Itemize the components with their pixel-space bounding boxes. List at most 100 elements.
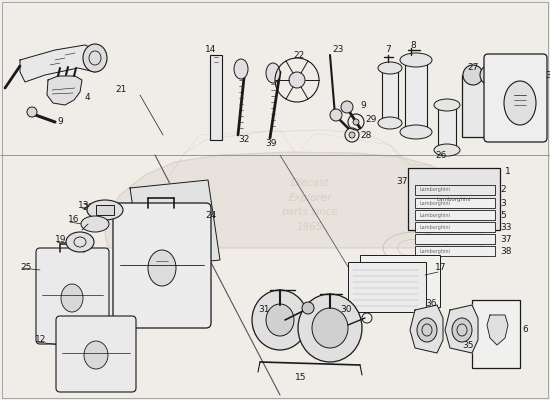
Text: 13: 13: [78, 200, 90, 210]
Text: 1: 1: [505, 168, 511, 176]
Ellipse shape: [234, 59, 248, 79]
Text: 21: 21: [115, 86, 126, 94]
Bar: [210, 55, 222, 140]
Text: Lamborghini: Lamborghini: [437, 196, 471, 202]
Ellipse shape: [266, 63, 280, 83]
Bar: [405, 60, 427, 132]
Bar: [415, 198, 495, 208]
Text: Diecast
Explorer
parts since
1965: Diecast Explorer parts since 1965: [282, 178, 338, 232]
Ellipse shape: [341, 101, 353, 113]
Text: 14: 14: [205, 46, 216, 54]
Text: 37: 37: [397, 178, 408, 186]
Text: 31: 31: [258, 306, 270, 314]
Ellipse shape: [434, 99, 460, 111]
Text: 28: 28: [360, 130, 371, 140]
Text: 25: 25: [20, 264, 31, 272]
Polygon shape: [410, 305, 443, 353]
Bar: [472, 300, 520, 368]
Text: 33: 33: [500, 222, 512, 232]
Text: 3: 3: [500, 198, 506, 208]
Ellipse shape: [266, 304, 294, 336]
Text: 9: 9: [360, 100, 366, 110]
Text: Lamborghini: Lamborghini: [420, 248, 451, 254]
Text: 17: 17: [435, 264, 447, 272]
Polygon shape: [20, 45, 105, 82]
Text: 7: 7: [385, 46, 390, 54]
Bar: [415, 246, 495, 256]
Ellipse shape: [353, 119, 359, 125]
Text: 39: 39: [265, 138, 277, 148]
Text: 22: 22: [293, 50, 304, 60]
Text: 24: 24: [205, 210, 216, 220]
Ellipse shape: [480, 65, 500, 85]
Bar: [415, 234, 495, 244]
FancyBboxPatch shape: [56, 316, 136, 392]
Bar: [415, 185, 495, 195]
Bar: [438, 105, 456, 150]
Polygon shape: [130, 180, 220, 268]
Ellipse shape: [417, 318, 437, 342]
Ellipse shape: [87, 200, 123, 220]
Text: Lamborghini: Lamborghini: [420, 188, 451, 192]
Text: 36: 36: [425, 298, 437, 308]
Ellipse shape: [504, 81, 536, 125]
Ellipse shape: [312, 308, 348, 348]
Ellipse shape: [252, 290, 308, 350]
Bar: [415, 222, 495, 232]
Ellipse shape: [400, 53, 432, 67]
FancyBboxPatch shape: [484, 54, 547, 142]
Ellipse shape: [378, 117, 402, 129]
Ellipse shape: [83, 44, 107, 72]
Ellipse shape: [349, 132, 355, 138]
Ellipse shape: [66, 232, 94, 252]
Text: 29: 29: [365, 116, 376, 124]
Text: 9: 9: [57, 118, 63, 126]
Polygon shape: [105, 152, 482, 248]
FancyBboxPatch shape: [36, 248, 109, 344]
Text: Lamborghini: Lamborghini: [420, 224, 451, 230]
Text: 23: 23: [332, 46, 343, 54]
Ellipse shape: [27, 107, 37, 117]
Text: 26: 26: [435, 150, 447, 160]
Ellipse shape: [84, 341, 108, 369]
FancyBboxPatch shape: [113, 203, 211, 328]
Ellipse shape: [507, 110, 517, 120]
Polygon shape: [47, 76, 82, 105]
Text: 8: 8: [410, 40, 416, 50]
Text: Lamborghini: Lamborghini: [420, 200, 451, 206]
Ellipse shape: [289, 72, 305, 88]
Text: 16: 16: [68, 216, 80, 224]
Ellipse shape: [148, 250, 176, 286]
Bar: [348, 262, 426, 312]
Polygon shape: [445, 305, 478, 353]
Text: 34: 34: [545, 70, 550, 80]
Ellipse shape: [400, 125, 432, 139]
Bar: [415, 210, 495, 220]
Text: 5: 5: [500, 210, 506, 220]
Text: 2: 2: [500, 186, 505, 194]
Text: 35: 35: [462, 340, 474, 350]
Ellipse shape: [302, 302, 314, 314]
Text: 30: 30: [340, 306, 351, 314]
Ellipse shape: [434, 144, 460, 156]
Ellipse shape: [298, 294, 362, 362]
Text: 20: 20: [82, 202, 94, 212]
Bar: [360, 255, 440, 307]
Bar: [408, 168, 500, 230]
Text: 4: 4: [85, 94, 91, 102]
Ellipse shape: [452, 318, 472, 342]
Ellipse shape: [330, 109, 342, 121]
Text: 38: 38: [500, 246, 512, 256]
Bar: [382, 68, 398, 123]
Text: 19: 19: [55, 236, 67, 244]
Text: 15: 15: [295, 374, 306, 382]
Polygon shape: [487, 315, 508, 345]
Text: 6: 6: [522, 326, 528, 334]
Ellipse shape: [81, 216, 109, 232]
Text: 32: 32: [238, 136, 249, 144]
Ellipse shape: [378, 62, 402, 74]
Text: 12: 12: [35, 336, 46, 344]
Ellipse shape: [61, 284, 83, 312]
Text: 37: 37: [500, 234, 512, 244]
Text: 27: 27: [467, 64, 478, 72]
